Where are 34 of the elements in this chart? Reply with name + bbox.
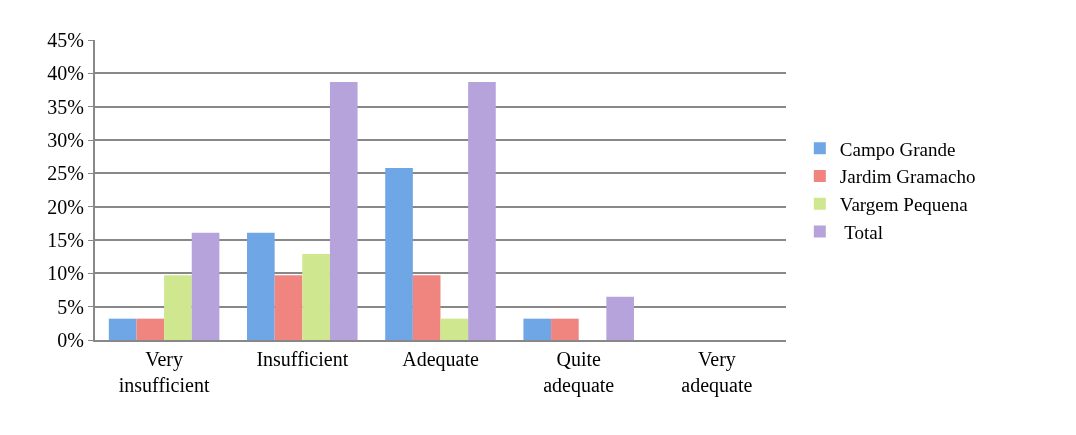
bar (551, 318, 579, 340)
y-tick-label: 0% (57, 329, 84, 351)
x-tick-label: Very adequate (681, 348, 753, 397)
bar (329, 82, 358, 340)
legend-label: Vargem Pequena (839, 194, 969, 216)
y-tick-label: 20% (47, 195, 84, 218)
bar (606, 296, 634, 340)
y-tick-label: 25% (47, 162, 84, 185)
y-tick-label: 35% (47, 95, 84, 118)
bar (302, 254, 330, 340)
y-tick-label: 10% (47, 262, 84, 285)
x-tick-label: Insufficient (256, 348, 349, 370)
y-tick-label: 5% (57, 295, 84, 318)
legend-label: Jardim Gramacho (839, 166, 976, 188)
bar (523, 318, 552, 340)
bar (136, 318, 165, 340)
bar (440, 318, 469, 340)
bar (385, 168, 413, 340)
legend-label: Campo Grande (839, 138, 956, 160)
y-tick-label: 15% (47, 229, 84, 251)
bar (247, 232, 275, 340)
bar (164, 275, 192, 340)
bar (412, 275, 441, 340)
y-tick-label: 30% (47, 129, 84, 151)
bar (191, 232, 220, 340)
y-tick-label: 45% (47, 29, 84, 51)
bar (468, 82, 496, 340)
bar (108, 318, 137, 340)
x-tick-label: Quite adequate (543, 348, 615, 397)
legend-label: Total (839, 221, 884, 243)
x-tick-label: Very insufficient (118, 348, 210, 396)
x-tick-label: Adequate (402, 348, 479, 371)
bar (274, 275, 303, 340)
y-tick-label: 40% (47, 62, 84, 85)
